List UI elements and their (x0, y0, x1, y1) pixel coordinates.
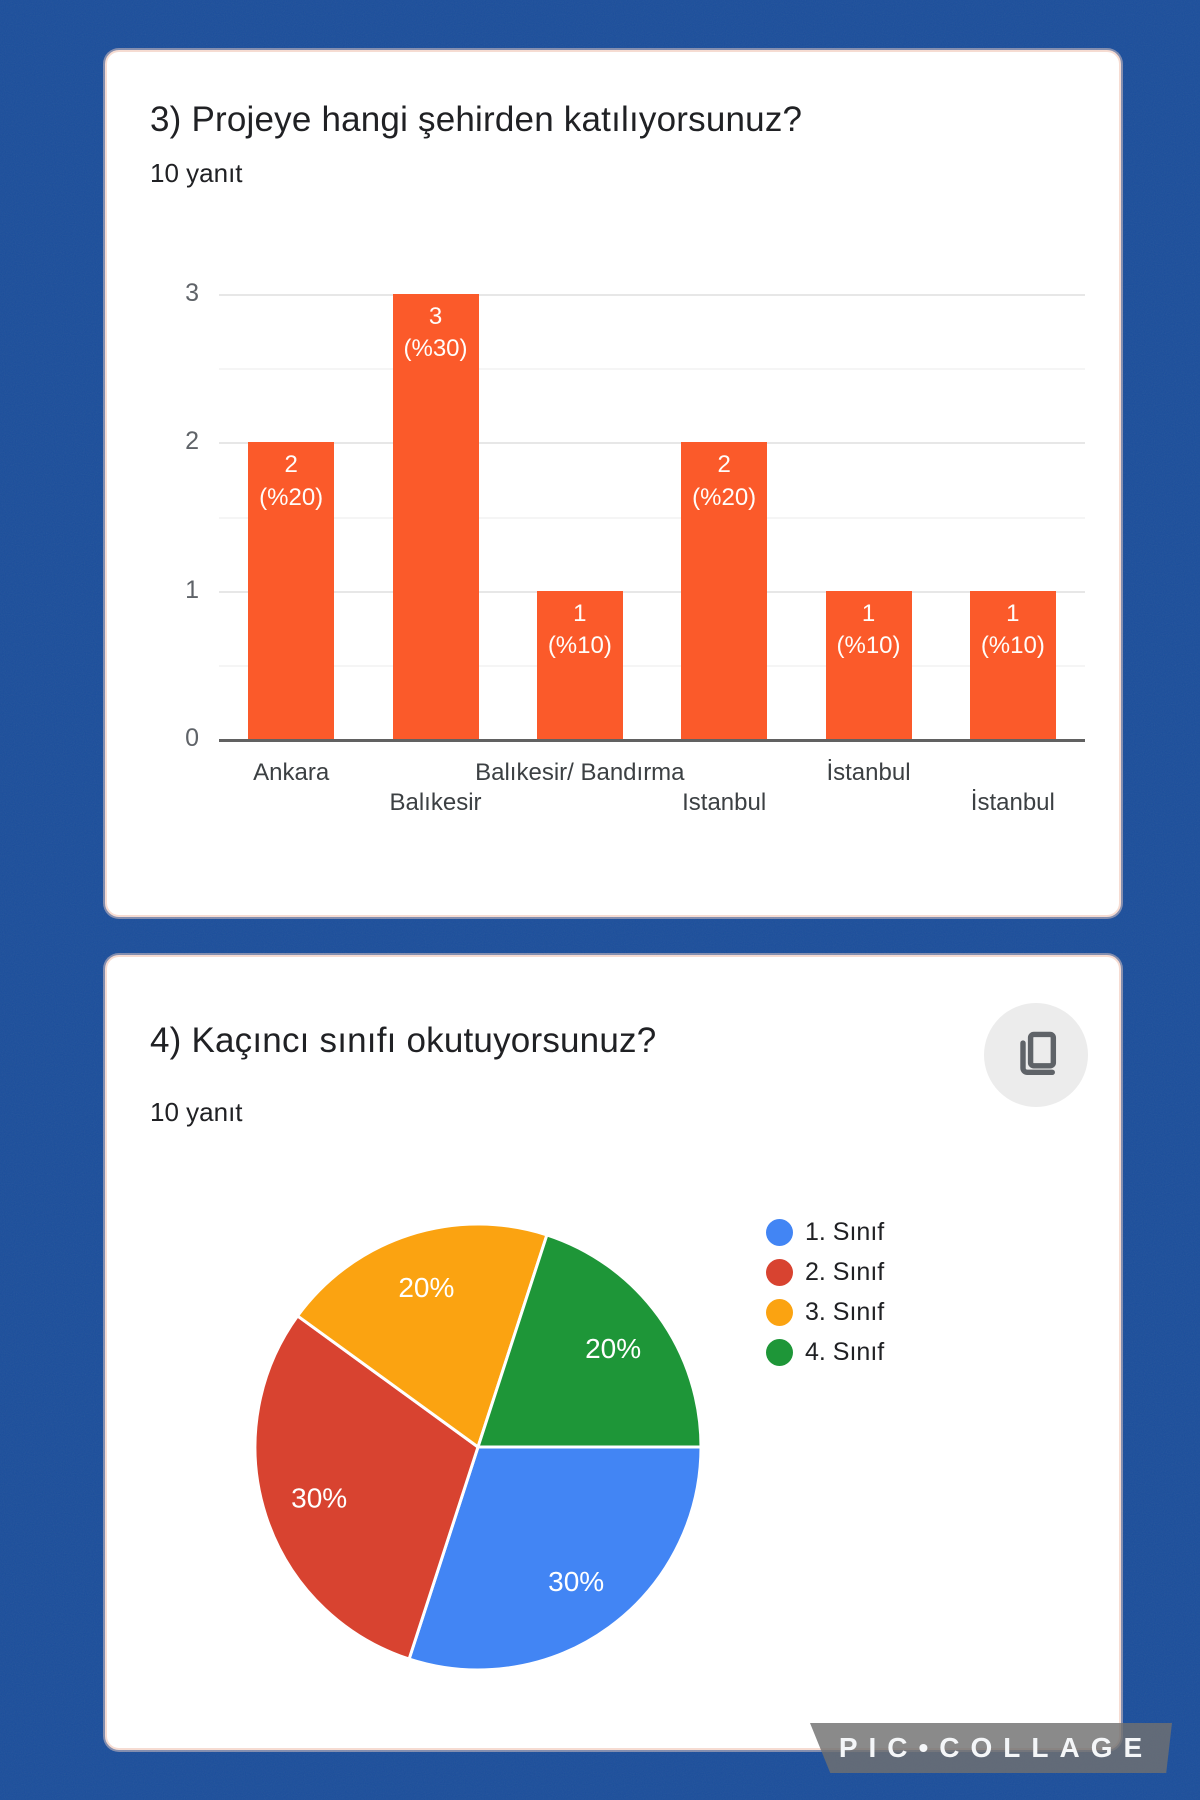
legend-color-dot (766, 1298, 793, 1326)
x-axis-category-label: Balıkesir (389, 789, 482, 816)
bar-count-label: 1 (573, 599, 587, 627)
question-4-title: 4) Kaçıncı sınıfı okutuyorsunuz? (150, 1021, 657, 1060)
legend-label: 4. Sınıf (805, 1337, 885, 1366)
question-card-4: 4) Kaçıncı sınıfı okutuyorsunuz? 10 yanı… (105, 955, 1121, 1750)
legend-label: 3. Sınıf (805, 1297, 885, 1326)
bar-count-label: 1 (1006, 599, 1020, 627)
minor-gridline (219, 368, 1085, 371)
pie-slice-percentage-label: 30% (291, 1483, 347, 1514)
bar-value-label: 1 (%10) (826, 598, 912, 663)
legend-item: 1. Sınıf (766, 1212, 884, 1252)
bar-percent-label: (%30) (403, 335, 468, 363)
pie-slice-2 (253, 1313, 480, 1661)
pie-slice-percentage-label: 30% (548, 1566, 604, 1597)
question-4-response-count: 10 yanıt (150, 1097, 243, 1127)
bar-value-label: 2 (%20) (681, 449, 767, 514)
x-axis-category-label: İstanbul (970, 789, 1055, 816)
bar-segment: 2 (%20) (681, 442, 768, 739)
legend-label: 2. Sınıf (805, 1257, 885, 1286)
x-axis-category-label: Istanbul (682, 789, 767, 816)
bar-segment: 1 (%10) (969, 590, 1056, 739)
copy-chart-button[interactable] (984, 1003, 1088, 1107)
bar-count-label: 3 (428, 303, 443, 330)
question-4-pie-chart: 30% 30% 20% 20% (253, 1222, 703, 1672)
legend-color-dot (766, 1258, 793, 1286)
pie-slice-percentage-label: 20% (585, 1333, 641, 1364)
question-card-3: 3) Projeye hangi şehirden katılıyorsunuz… (105, 50, 1121, 917)
y-axis-tick-label: 1 (185, 575, 199, 604)
bar-value-label: 2 (%20) (248, 449, 334, 514)
bar-percent-label: (%10) (836, 632, 901, 660)
legend-color-dot (766, 1338, 793, 1366)
pie-slice-1 (407, 1445, 703, 1672)
bar-segment: 1 (%10) (536, 590, 623, 739)
pie-slice-4 (475, 1233, 703, 1449)
bar-count-label: 1 (861, 599, 876, 627)
pie-slice-3 (295, 1222, 549, 1450)
x-axis-category-label: İstanbul (826, 759, 911, 786)
bar-count-label: 2 (284, 451, 298, 479)
bar-value-label: 1 (%10) (537, 598, 623, 663)
content-copy-icon (1020, 1031, 1057, 1076)
legend-color-dot (766, 1218, 793, 1246)
pie-slice-percentage-label: 20% (398, 1272, 454, 1303)
bar-percent-label: (%20) (259, 483, 324, 511)
minor-gridline (219, 516, 1085, 519)
question-3-bar-chart: 0 1 2 3 2 (%20) 3 (%30) 1 (%10) 2 (%20) 1 (%10) 1 (%10)… (107, 52, 1119, 915)
bar-value-label: 3 (%30) (393, 301, 479, 366)
x-axis-category-label: Ankara (253, 759, 330, 786)
legend-label: 1. Sınıf (805, 1217, 885, 1246)
question-3-title: 3) Projeye hangi şehirden katılıyorsunuz… (150, 100, 803, 139)
bar-segment: 2 (%20) (248, 442, 335, 739)
x-axis-category-label: Balıkesir/ Bandırma (475, 759, 685, 786)
watermark-text: PIC•COLLAGE (838, 1732, 1154, 1763)
question-3-response-count: 10 yanıt (150, 158, 243, 188)
y-axis-tick-label: 2 (185, 427, 199, 456)
bar-count-label: 2 (717, 451, 731, 479)
bar-percent-label: (%10) (547, 632, 612, 660)
major-gridline (219, 294, 1085, 296)
bar-segment: 3 (%30) (392, 294, 479, 739)
legend-item: 4. Sınıf (766, 1332, 884, 1372)
piccollage-watermark: PIC•COLLAGE (810, 1723, 1172, 1773)
y-axis-tick-label: 3 (185, 279, 199, 307)
major-gridline (219, 590, 1085, 593)
bar-value-label: 1 (%10) (970, 598, 1056, 663)
legend-item: 3. Sınıf (766, 1292, 884, 1332)
bar-percent-label: (%20) (692, 483, 757, 511)
minor-gridline (219, 664, 1085, 667)
bar-percent-label: (%10) (980, 632, 1045, 660)
x-axis-baseline (219, 739, 1085, 742)
legend-item: 2. Sınıf (766, 1252, 884, 1292)
y-axis-tick-label: 0 (185, 724, 199, 752)
bar-segment: 1 (%10) (825, 590, 912, 739)
major-gridline (219, 442, 1085, 445)
